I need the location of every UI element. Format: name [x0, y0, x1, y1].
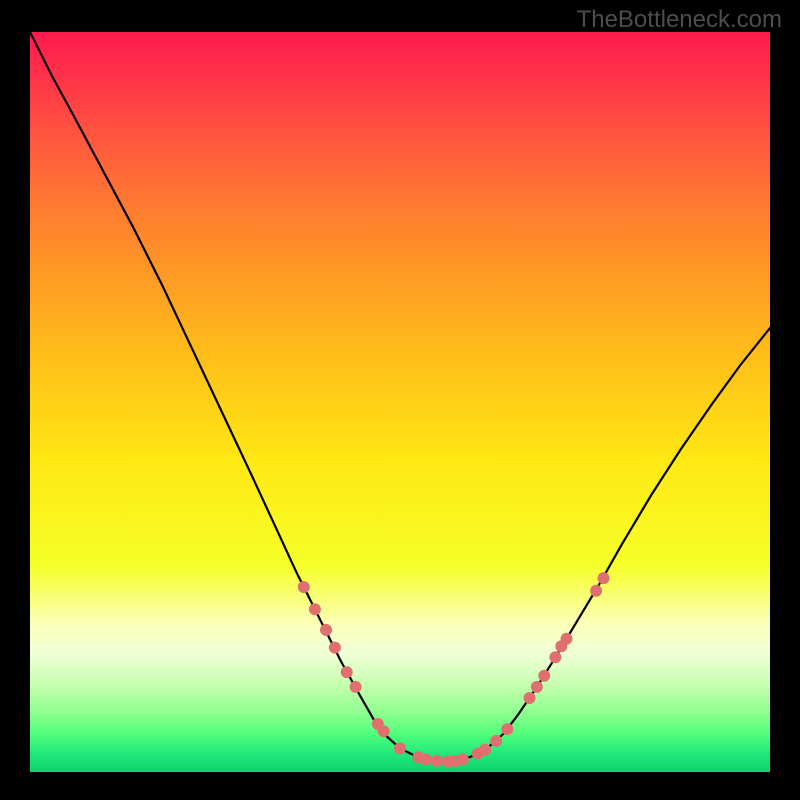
- marker-dot: [598, 573, 609, 584]
- chart-frame: TheBottleneck.com: [0, 0, 800, 800]
- marker-dot: [420, 754, 431, 765]
- marker-dot: [561, 633, 572, 644]
- chart-canvas: [30, 32, 770, 772]
- marker-dot: [321, 624, 332, 635]
- marker-dot: [457, 754, 468, 765]
- marker-dot: [350, 681, 361, 692]
- chart-svg: [30, 32, 770, 772]
- marker-dot: [329, 642, 340, 653]
- marker-dot: [298, 582, 309, 593]
- marker-dot: [491, 735, 502, 746]
- watermark-text: TheBottleneck.com: [577, 6, 782, 34]
- marker-dot: [531, 681, 542, 692]
- marker-dot: [432, 755, 443, 766]
- marker-dot: [502, 724, 513, 735]
- marker-dot: [539, 670, 550, 681]
- marker-dot: [524, 693, 535, 704]
- marker-dot: [378, 726, 389, 737]
- marker-dot: [309, 604, 320, 615]
- marker-dot: [395, 743, 406, 754]
- marker-dot: [341, 667, 352, 678]
- marker-dot: [550, 652, 561, 663]
- marker-dot: [591, 585, 602, 596]
- marker-dot: [480, 744, 491, 755]
- gradient-background: [30, 32, 770, 772]
